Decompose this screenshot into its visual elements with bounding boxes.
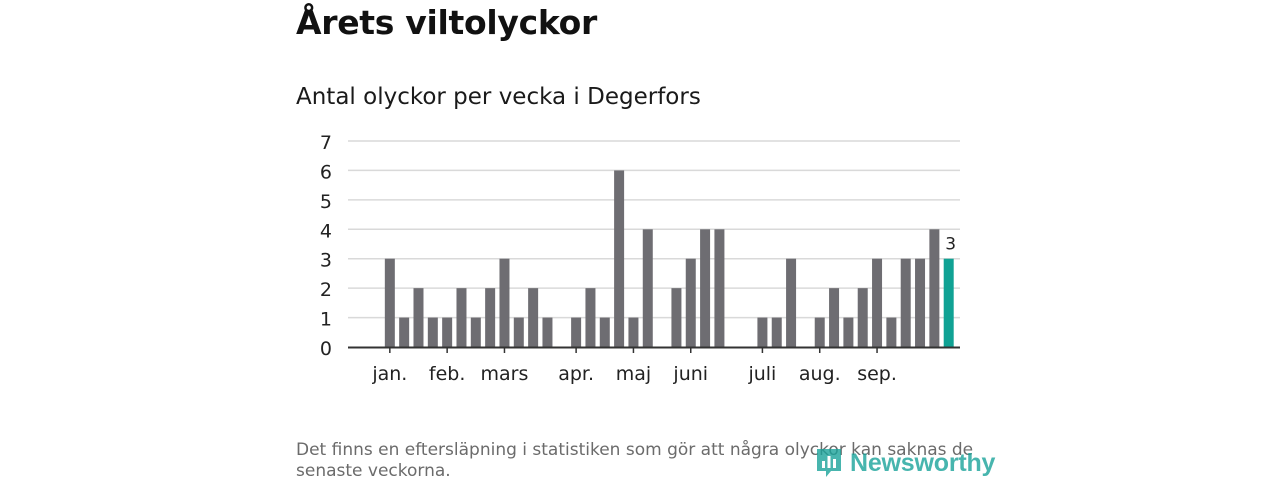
newsworthy-logo-text: Newsworthy (850, 448, 996, 477)
x-tick-label: juni (672, 363, 708, 385)
bar (872, 258, 883, 347)
bar (786, 258, 797, 347)
bar (528, 288, 539, 347)
bar (886, 317, 897, 347)
bar (542, 317, 553, 347)
bar (685, 258, 696, 347)
x-tick-label: feb. (429, 363, 465, 385)
bar (599, 317, 610, 347)
bar-chart: 0 1 2 3 4 5 6 7 3 jan. feb. mars apr. maj juni juli aug.… (320, 132, 960, 385)
bar (814, 317, 825, 347)
highlight-bar (943, 258, 954, 347)
x-tick-label: maj (616, 363, 651, 385)
bar (456, 288, 467, 347)
bar (771, 317, 782, 347)
bar (829, 288, 840, 347)
bar (413, 288, 424, 347)
bar (499, 258, 510, 347)
x-tick-label: apr. (558, 363, 594, 385)
bar (900, 258, 911, 347)
chart-title: Årets viltolyckor (296, 3, 597, 42)
x-tick-label: aug. (799, 363, 841, 385)
bar (614, 170, 625, 347)
y-tick-label: 7 (320, 132, 332, 154)
bar (714, 229, 725, 347)
footnote: Det finns en eftersläpning i statistiken… (296, 440, 974, 481)
y-tick-label: 2 (320, 279, 332, 301)
bar (485, 288, 496, 347)
x-tick-label: mars (481, 363, 529, 385)
newsworthy-logo-icon (817, 449, 841, 477)
x-tick-label: sep. (857, 363, 897, 385)
chart-subtitle: Antal olyckor per vecka i Degerfors (296, 84, 701, 110)
bar (442, 317, 453, 347)
bar (843, 317, 854, 347)
x-tick-label: jan. (371, 363, 407, 385)
bar (384, 258, 395, 347)
bar (915, 258, 926, 347)
bar (470, 317, 481, 347)
bar (700, 229, 711, 347)
bar (427, 317, 438, 347)
bar (857, 288, 868, 347)
bar (399, 317, 410, 347)
bar (585, 288, 596, 347)
y-tick-label: 1 (320, 309, 332, 331)
bar (929, 229, 940, 347)
bar (628, 317, 639, 347)
bar (642, 229, 653, 347)
y-tick-label: 4 (320, 220, 332, 242)
bar (571, 317, 582, 347)
bar (513, 317, 524, 347)
y-tick-label: 6 (320, 161, 332, 183)
newsworthy-logo: Newsworthy (814, 446, 995, 480)
x-tick-label: juli (747, 363, 776, 385)
y-tick-label: 0 (320, 338, 332, 360)
bar (671, 288, 682, 347)
bar (757, 317, 768, 347)
y-tick-label: 3 (320, 250, 332, 272)
highlight-value-label: 3 (945, 235, 956, 255)
y-tick-label: 5 (320, 191, 332, 213)
